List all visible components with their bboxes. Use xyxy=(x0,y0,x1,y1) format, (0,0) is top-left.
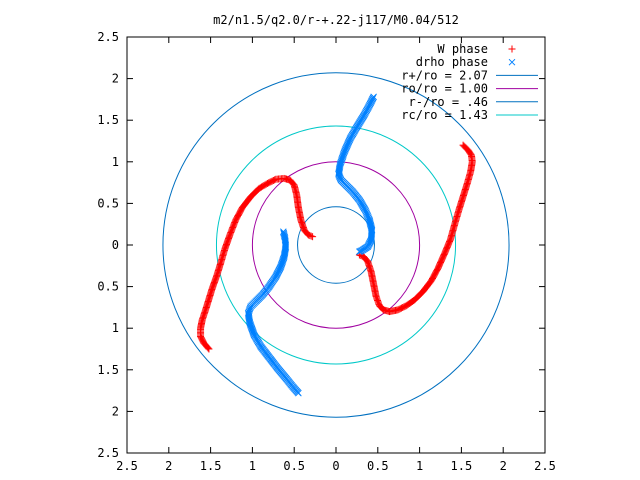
y-tick-label: 1.5 xyxy=(97,363,119,377)
x-axis: 2.5 2 1.5 1 0.5 0 0.5 1 1.5 2 2.5 xyxy=(116,37,556,473)
legend-marker xyxy=(508,45,516,53)
radius-circles xyxy=(162,72,510,418)
x-tick-label: 0 xyxy=(332,459,339,473)
series-1-point xyxy=(248,325,256,333)
y-tick-label: 2 xyxy=(112,72,119,86)
series-0-point xyxy=(459,141,467,149)
circle-0 xyxy=(162,72,510,418)
legend-label: r+/ro = 2.07 xyxy=(401,68,488,82)
legend-marker xyxy=(508,58,516,66)
series-1-point xyxy=(281,236,289,244)
legend-label: rc/ro = 1.43 xyxy=(401,108,488,122)
x-tick-label: 2.5 xyxy=(116,459,138,473)
y-tick-label: 0.5 xyxy=(97,280,119,294)
series-0-point xyxy=(460,142,468,150)
x-tick-label: 2.5 xyxy=(534,459,556,473)
series-1-point xyxy=(250,331,258,339)
series-1-point xyxy=(248,324,255,332)
circle-2 xyxy=(297,206,375,284)
series-1-point xyxy=(250,330,258,338)
y-tick-label: 1 xyxy=(112,155,119,169)
x-tick-label: 2 xyxy=(165,459,172,473)
x-tick-label: 0.5 xyxy=(367,459,389,473)
legend-label: drho phase xyxy=(416,55,488,69)
legend-label: r-/ro = .46 xyxy=(409,95,488,109)
chart-title: m2/n1.5/q2.0/r-+.22-j117/M0.04/512 xyxy=(213,13,459,27)
series-1-point xyxy=(249,326,256,334)
y-tick-label: 0.5 xyxy=(97,196,119,210)
circle-1 xyxy=(251,161,421,329)
y-tick-label: 2.5 xyxy=(97,446,119,460)
x-tick-label: 1 xyxy=(416,459,423,473)
legend-label: ro/ro = 1.00 xyxy=(401,82,488,96)
series-0-point xyxy=(204,344,212,352)
y-tick-label: 2 xyxy=(112,404,119,418)
x-tick-label: 1 xyxy=(249,459,256,473)
legend-label: W phase xyxy=(437,42,488,56)
series-1-point xyxy=(280,229,288,237)
series-markers xyxy=(197,93,476,397)
series-1-point xyxy=(247,323,255,331)
y-tick-label: 1.5 xyxy=(97,113,119,127)
y-axis: 2.5 2 1.5 1 0.5 0 0.5 1 1.5 2 2.5 xyxy=(97,30,545,460)
series-1-point xyxy=(249,328,257,335)
x-tick-label: 1.5 xyxy=(200,459,222,473)
series-1-point xyxy=(279,228,287,236)
circle-3 xyxy=(215,125,457,365)
x-tick-label: 0.5 xyxy=(283,459,305,473)
y-tick-label: 1 xyxy=(112,321,119,335)
y-tick-label: 0 xyxy=(112,238,119,252)
y-tick-label: 2.5 xyxy=(97,30,119,44)
x-tick-label: 1.5 xyxy=(451,459,473,473)
series-0-point xyxy=(205,345,213,353)
x-tick-label: 2 xyxy=(500,459,507,473)
series-1-point xyxy=(356,248,363,256)
series-1-point xyxy=(249,329,257,336)
